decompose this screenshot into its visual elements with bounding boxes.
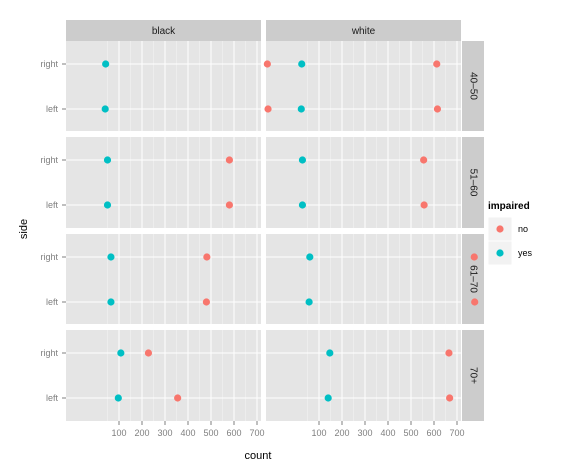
data-point-no	[445, 349, 453, 357]
data-point-no	[470, 253, 478, 261]
legend-marker-yes	[496, 249, 504, 257]
column-strip	[266, 20, 461, 41]
row-strip-label: 61–70	[467, 265, 478, 293]
y-axis-title: side	[18, 219, 30, 239]
row-strip-label: 40–50	[467, 72, 478, 100]
legend-label-no: no	[518, 224, 528, 234]
data-point-yes	[297, 105, 305, 113]
panel-background	[66, 41, 261, 131]
data-point-yes	[114, 394, 122, 402]
data-point-no	[174, 394, 182, 402]
legend: impaired no yes	[487, 201, 533, 266]
x-tick-label: 300	[357, 428, 372, 438]
column-strip-label: black	[152, 26, 176, 37]
data-point-yes	[326, 349, 334, 357]
row-strip	[462, 41, 484, 131]
x-tick-label: 700	[249, 428, 264, 438]
y-tick-label: right	[40, 252, 58, 262]
panel-background	[66, 137, 261, 228]
data-point-yes	[107, 253, 115, 261]
legend-key	[487, 216, 513, 242]
row-strip	[462, 234, 484, 324]
x-tick-label: 100	[111, 428, 126, 438]
row-strip	[462, 330, 484, 421]
y-tick-label: right	[40, 348, 58, 358]
data-point-yes	[298, 156, 307, 164]
x-tick-label: 600	[226, 428, 241, 438]
data-point-yes	[324, 394, 332, 402]
x-tick-label: 500	[203, 428, 218, 438]
data-point-no	[471, 298, 479, 306]
legend-title: impaired	[488, 201, 530, 212]
column-strip	[66, 20, 261, 41]
data-point-yes	[102, 60, 110, 68]
legend-marker-no	[496, 225, 504, 233]
data-point-yes	[306, 253, 314, 261]
data-point-no	[420, 201, 428, 209]
x-tick-label: 700	[449, 428, 464, 438]
y-tick-label: right	[40, 155, 58, 165]
data-point-no	[263, 60, 271, 68]
data-point-yes	[298, 60, 306, 68]
data-point-no	[225, 156, 233, 164]
data-point-no	[446, 394, 454, 402]
panel-background	[266, 137, 461, 228]
data-point-no	[433, 105, 442, 113]
panel-background	[66, 234, 261, 324]
y-tick-label: left	[46, 104, 59, 114]
x-tick-label: 100	[311, 428, 326, 438]
data-point-no	[144, 349, 153, 357]
data-point-no	[203, 253, 211, 261]
x-tick-label: 600	[426, 428, 441, 438]
data-point-no	[225, 201, 233, 209]
panel-background	[266, 330, 461, 421]
data-point-yes	[117, 349, 125, 357]
data-point-yes	[305, 298, 313, 306]
data-point-yes	[107, 298, 115, 306]
data-point-no	[264, 105, 272, 113]
y-tick-label: left	[46, 200, 59, 210]
y-tick-label: left	[46, 297, 59, 307]
x-tick-label: 500	[403, 428, 418, 438]
marks-layer	[101, 60, 479, 402]
panel-background	[266, 41, 461, 131]
y-tick-label: right	[40, 59, 58, 69]
panels-layer	[66, 41, 469, 421]
data-point-yes	[103, 201, 112, 209]
data-point-no	[433, 60, 441, 68]
x-tick-label: 400	[180, 428, 195, 438]
y-tick-label: left	[46, 393, 59, 403]
panel-background	[266, 234, 461, 324]
data-point-no	[420, 156, 428, 164]
legend-label-yes: yes	[518, 248, 533, 258]
axes-layer: left right left right left right left right 100 2…	[40, 59, 464, 438]
x-tick-label: 200	[134, 428, 149, 438]
data-point-yes	[103, 156, 112, 164]
strips-layer: black white 40–50 51–60 61–70 70+	[66, 20, 484, 421]
panel-background	[66, 330, 261, 421]
x-axis-title: count	[245, 450, 272, 462]
row-strip	[462, 137, 484, 228]
row-strip-label: 51–60	[467, 169, 478, 197]
data-point-yes	[298, 201, 307, 209]
data-point-yes	[101, 105, 109, 113]
data-point-no	[202, 298, 210, 306]
row-strip-label: 70+	[467, 367, 478, 384]
column-strip-label: white	[351, 26, 376, 37]
x-tick-label: 200	[334, 428, 349, 438]
x-tick-label: 400	[380, 428, 395, 438]
x-tick-label: 300	[157, 428, 172, 438]
